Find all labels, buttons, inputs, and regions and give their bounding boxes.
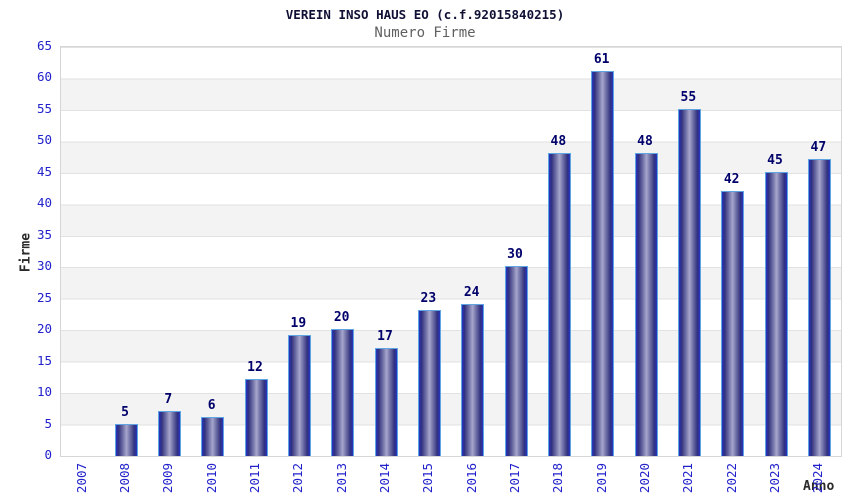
bar-value-label: 23 bbox=[420, 291, 437, 306]
y-tick-label: 10 bbox=[36, 384, 52, 400]
y-tick-label: 55 bbox=[36, 100, 52, 116]
bar bbox=[591, 71, 614, 456]
bar-value-label: 42 bbox=[723, 172, 740, 187]
x-tick-label: 2021 bbox=[680, 462, 696, 494]
bar-value-label: 61 bbox=[593, 52, 610, 67]
x-tick-label: 2008 bbox=[117, 462, 132, 494]
y-tick-label: 30 bbox=[36, 258, 52, 274]
bar bbox=[765, 172, 788, 456]
bar-value-label: 45 bbox=[767, 153, 783, 168]
x-tick-label: 2011 bbox=[247, 462, 262, 494]
x-tick-label: 2017 bbox=[507, 462, 522, 494]
y-tick-label: 25 bbox=[36, 289, 52, 305]
bar bbox=[331, 329, 354, 456]
y-tick-label: 5 bbox=[44, 415, 52, 431]
bar bbox=[375, 348, 398, 456]
chart-subtitle: Numero Firme bbox=[374, 25, 476, 41]
y-tick-label: 35 bbox=[36, 226, 52, 242]
bar-value-label: 55 bbox=[680, 90, 697, 105]
x-tick-label: 2007 bbox=[73, 462, 89, 494]
bar-value-label: 12 bbox=[247, 360, 263, 375]
bar-value-label: 48 bbox=[637, 134, 653, 149]
x-tick-label: 2019 bbox=[593, 462, 609, 494]
bar bbox=[245, 379, 268, 456]
bar-value-label: 20 bbox=[333, 310, 350, 325]
bar-value-label: 30 bbox=[507, 247, 523, 262]
bar bbox=[461, 304, 484, 456]
bar bbox=[678, 109, 701, 456]
x-tick-label: 2015 bbox=[420, 462, 436, 494]
bar bbox=[115, 424, 138, 456]
x-tick-label: 2023 bbox=[767, 462, 782, 494]
bar-value-label: 5 bbox=[121, 405, 129, 420]
bar bbox=[158, 411, 181, 456]
y-axis-label: Firme bbox=[18, 232, 34, 273]
x-tick-label: 2014 bbox=[377, 462, 392, 494]
bar-value-label: 24 bbox=[463, 285, 480, 300]
y-tick-label: 50 bbox=[36, 132, 52, 148]
bar-value-label: 19 bbox=[290, 316, 307, 331]
y-tick-label: 60 bbox=[36, 69, 52, 85]
x-tick-label: 2024 bbox=[810, 462, 826, 494]
bar bbox=[201, 417, 224, 456]
bar bbox=[721, 191, 744, 456]
x-tick-label: 2020 bbox=[637, 462, 652, 494]
x-tick-label: 2013 bbox=[333, 462, 349, 494]
bar-value-label: 7 bbox=[164, 392, 173, 407]
bar bbox=[548, 153, 571, 456]
bar bbox=[505, 266, 528, 456]
bar bbox=[418, 310, 441, 456]
x-tick-label: 2016 bbox=[463, 462, 479, 494]
y-tick-label: 45 bbox=[36, 163, 52, 179]
bar-value-label: 47 bbox=[810, 140, 827, 155]
y-tick-label: 40 bbox=[36, 195, 52, 211]
x-tick-label: 2010 bbox=[203, 462, 219, 494]
bar bbox=[635, 153, 658, 456]
y-tick-label: 20 bbox=[36, 321, 52, 337]
chart-title: VEREIN INSO HAUS EO (c.f.92015840215) bbox=[285, 7, 565, 22]
bar bbox=[808, 159, 831, 456]
x-tick-label: 2022 bbox=[723, 462, 739, 494]
x-axis-label: Anno bbox=[803, 479, 835, 494]
bar-value-label: 6 bbox=[207, 398, 216, 413]
x-tick-label: 2012 bbox=[290, 462, 306, 494]
y-tick-label: 0 bbox=[44, 447, 52, 462]
bar-value-label: 17 bbox=[377, 329, 393, 344]
plot-area bbox=[60, 46, 842, 457]
bar-value-label: 48 bbox=[550, 134, 567, 149]
y-tick-label: 65 bbox=[36, 38, 52, 53]
y-tick-label: 15 bbox=[36, 352, 52, 368]
bar bbox=[288, 335, 311, 456]
x-tick-label: 2009 bbox=[160, 462, 176, 494]
x-tick-label: 2018 bbox=[550, 462, 566, 494]
